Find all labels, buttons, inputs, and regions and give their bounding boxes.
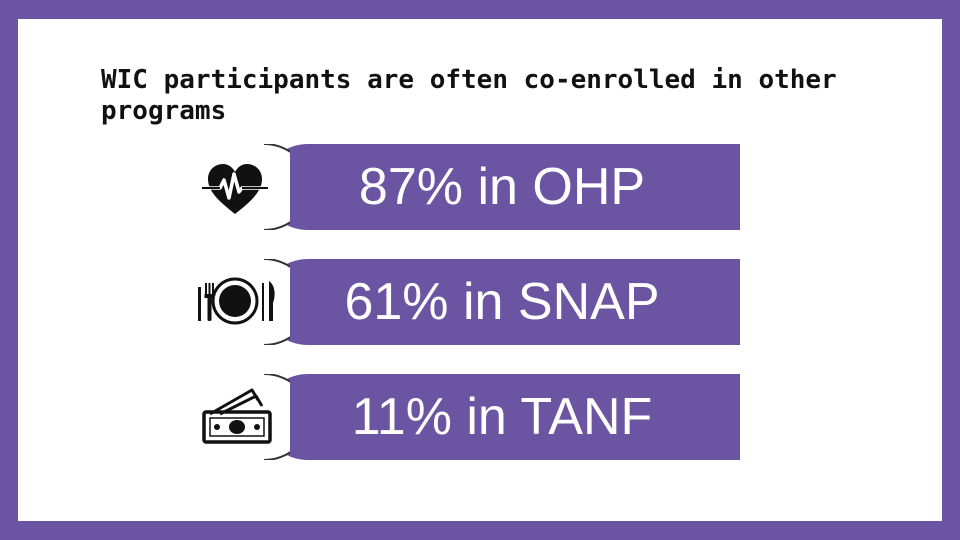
program-band: 87% in OHP bbox=[264, 144, 740, 230]
plate-fork-knife-icon bbox=[180, 259, 290, 345]
program-label: 61% in SNAP bbox=[344, 273, 660, 331]
program-row-ohp: 87% in OHP bbox=[180, 144, 740, 230]
program-row-snap: 61% in SNAP bbox=[180, 259, 740, 345]
program-label: 11% in TANF bbox=[351, 388, 653, 446]
program-label: 87% in OHP bbox=[358, 158, 646, 216]
cash-money-icon bbox=[180, 374, 290, 460]
program-band: 11% in TANF bbox=[264, 374, 740, 460]
heart-pulse-icon bbox=[180, 144, 290, 230]
program-row-tanf: 11% in TANF bbox=[180, 374, 740, 460]
slide-title: WIC participants are often co-enrolled i… bbox=[101, 65, 837, 126]
program-band: 61% in SNAP bbox=[264, 259, 740, 345]
